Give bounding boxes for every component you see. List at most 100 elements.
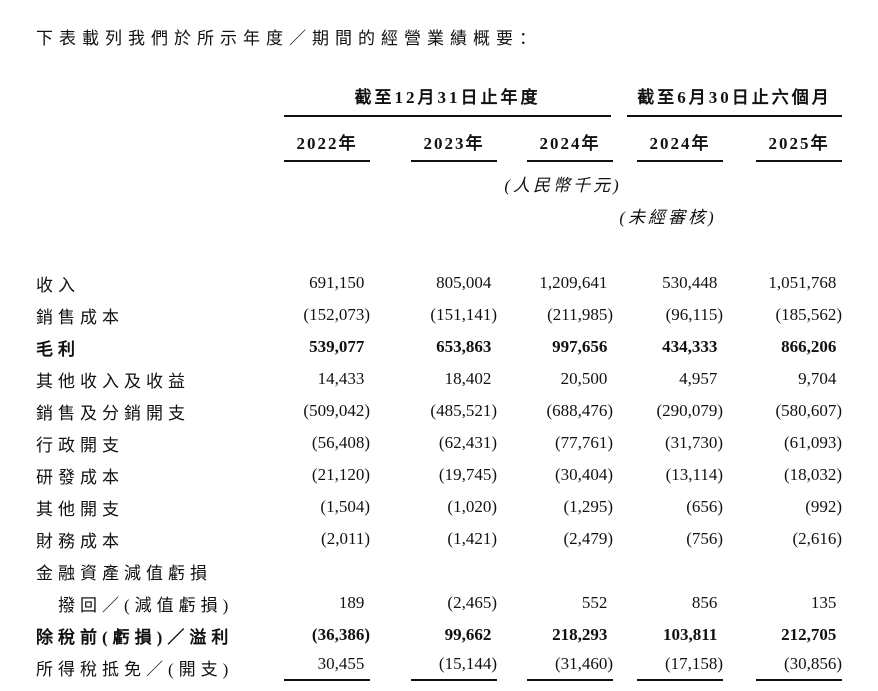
- value-cell: 99,662): [370, 619, 497, 651]
- row-label: 行政開支: [36, 435, 124, 455]
- value-cell: 653,863): [370, 331, 497, 363]
- value: (2,479): [563, 529, 614, 548]
- value: (485,521): [430, 401, 497, 420]
- value: (31,730): [664, 433, 724, 452]
- value: 866,206): [781, 337, 837, 356]
- value: (152,073): [303, 305, 370, 324]
- unaudited-note: (未經審核): [619, 208, 717, 227]
- value: (30,856): [756, 654, 843, 681]
- value-cell: 103,811): [613, 619, 723, 651]
- value-cell: [370, 555, 497, 587]
- row-label: 撥回／(減值虧損): [58, 595, 234, 615]
- value-cell: (1,504): [284, 491, 370, 523]
- value-cell: 856): [613, 587, 723, 619]
- table-header: 截至12月31日止年度 截至6月30日止六個月 2022年 2023年 2024…: [36, 83, 843, 267]
- value: (1,295): [563, 497, 614, 516]
- value: (13,114): [665, 465, 724, 484]
- row-label: 收入: [36, 275, 80, 295]
- value-cell: (15,144): [370, 651, 497, 683]
- value-cell: 135): [723, 587, 842, 619]
- value-cell: [284, 555, 370, 587]
- value-cell: 997,656): [497, 331, 613, 363]
- intro-text: 下表載列我們於所示年度／期間的經營業績概要：: [36, 29, 542, 48]
- value: 1,209,641): [539, 273, 608, 292]
- value-cell: (992): [723, 491, 842, 523]
- value: 434,333): [662, 337, 718, 356]
- table-row: 其他收入及收益 14,433) 18,402) 20,500) 4,957) 9,704): [36, 363, 842, 395]
- value-cell: 1,051,768): [723, 267, 842, 299]
- value: 212,705): [781, 625, 837, 644]
- audit-note-row: (未經審核): [36, 197, 842, 229]
- empty-cell: [36, 197, 284, 229]
- row-label: 所得稅抵免／(開支): [36, 659, 234, 679]
- value: (151,141): [430, 305, 497, 324]
- value: 103,811): [663, 625, 718, 644]
- column-group-annual: 截至12月31日止年度: [284, 83, 613, 117]
- value: (756): [686, 529, 724, 548]
- value-cell: (77,761): [497, 427, 613, 459]
- empty-cell: [36, 117, 284, 162]
- value-cell: 189): [284, 587, 370, 619]
- value-cell: 530,448): [613, 267, 723, 299]
- value: 997,656): [552, 337, 608, 356]
- table-row: 除稅前(虧損)／溢利 (36,386) 99,662) 218,293) 103,811…: [36, 619, 842, 651]
- year-header-2025-interim: 2025年: [723, 117, 843, 162]
- spacer-row: [36, 229, 842, 267]
- year-header-2024-interim: 2024年: [613, 117, 724, 162]
- value: 20,500): [560, 369, 608, 388]
- value: 539,077): [309, 337, 365, 356]
- value-cell: 539,077): [284, 331, 370, 363]
- value: (1,421): [447, 529, 497, 548]
- value-cell: (96,115): [613, 299, 723, 331]
- value-cell: (151,141): [370, 299, 497, 331]
- empty-cell: [723, 197, 842, 229]
- value-cell: (1,295): [497, 491, 613, 523]
- value-cell: (152,073): [284, 299, 370, 331]
- value: (2,616): [792, 529, 843, 548]
- table-body: 收入 691,150) 805,004) 1,209,641) 530,448) 1,05…: [36, 267, 843, 683]
- value-cell: (56,408): [284, 427, 370, 459]
- table-row: 研發成本 (21,120) (19,745) (30,404) (13,114) (18,…: [36, 459, 842, 491]
- value-cell: (19,745): [370, 459, 497, 491]
- value-cell: 212,705): [723, 619, 842, 651]
- group-header-row: 截至12月31日止年度 截至6月30日止六個月: [36, 83, 843, 117]
- row-label: 研發成本: [36, 467, 124, 487]
- column-group-annual-label: 截至12月31日止年度: [284, 83, 612, 117]
- row-label: 銷售及分銷開支: [36, 403, 190, 423]
- column-group-interim: 截至6月30日止六個月: [613, 83, 843, 117]
- value: 135): [810, 593, 837, 612]
- value: (1,504): [320, 497, 370, 516]
- value: (185,562): [775, 305, 843, 324]
- value-cell: (21,120): [284, 459, 370, 491]
- value-cell: (290,079): [613, 395, 723, 427]
- value: (290,079): [656, 401, 724, 420]
- value: (61,093): [783, 433, 843, 452]
- value-cell: 9,704): [723, 363, 842, 395]
- value-cell: (2,479): [497, 523, 613, 555]
- value-cell: [723, 555, 842, 587]
- value: (656): [686, 497, 724, 516]
- value: 653,863): [436, 337, 492, 356]
- value: 691,150): [309, 273, 365, 292]
- value: (2,011): [321, 529, 370, 548]
- value-cell: 20,500): [497, 363, 613, 395]
- value-cell: (62,431): [370, 427, 497, 459]
- value-cell: 14,433): [284, 363, 370, 395]
- value-cell: 805,004): [370, 267, 497, 299]
- value-cell: (580,607): [723, 395, 842, 427]
- table-row: 撥回／(減值虧損) 189) (2,465) 552) 856) 135): [36, 587, 842, 619]
- value: (21,120): [311, 465, 370, 484]
- value: 14,433): [317, 369, 365, 388]
- table-row: 行政開支 (56,408) (62,431) (77,761) (31,730) (61,…: [36, 427, 842, 459]
- value: (31,460): [527, 654, 614, 681]
- year-header-2024: 2024年: [497, 117, 614, 162]
- value-cell: (2,616): [723, 523, 842, 555]
- value: 856): [691, 593, 718, 612]
- table-row: 財務成本 (2,011) (1,421) (2,479) (756) (2,616): [36, 523, 842, 555]
- value-cell: (185,562): [723, 299, 842, 331]
- value-cell: 18,402): [370, 363, 497, 395]
- value-cell: (30,404): [497, 459, 613, 491]
- value: (1,020): [447, 497, 497, 516]
- table-row: 金融資產減值虧損: [36, 555, 842, 587]
